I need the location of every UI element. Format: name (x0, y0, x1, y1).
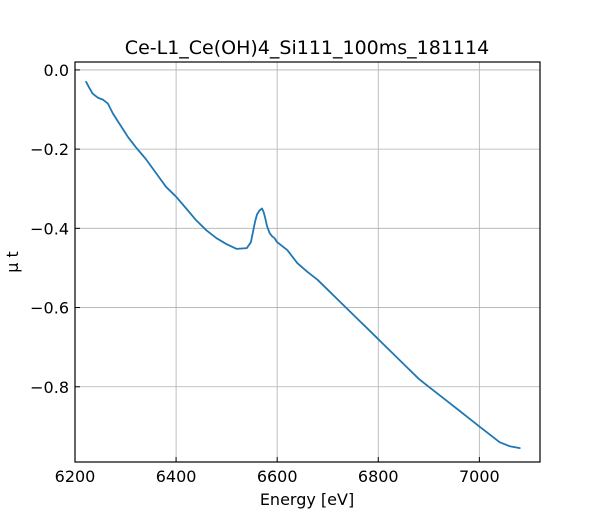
series-line (85, 80, 521, 450)
y-tick-label: −0.4 (30, 219, 69, 238)
x-tick-label: 6200 (55, 467, 96, 486)
plot-frame (74, 61, 541, 463)
series (85, 80, 521, 450)
y-axis-label: μ t (3, 251, 22, 273)
x-tick-label: 7000 (459, 467, 500, 486)
x-tick-label: 6800 (358, 467, 399, 486)
y-tick-label: −0.2 (30, 140, 69, 159)
x-axis-ticks: 6200 6400 6600 6800 7000 (55, 457, 500, 486)
y-tick-label: 0.0 (44, 61, 69, 80)
x-axis-label: Energy [eV] (260, 490, 354, 509)
grid (74, 62, 540, 462)
y-tick-label: −0.6 (30, 299, 69, 318)
y-tick-label: −0.8 (30, 378, 69, 397)
x-tick-label: 6400 (156, 467, 197, 486)
chart-title: Ce-L1_Ce(OH)4_Si111_100ms_181114 (125, 37, 489, 59)
x-tick-label: 6600 (257, 467, 298, 486)
y-axis-ticks: 0.0 −0.2 −0.4 −0.6 −0.8 (30, 61, 80, 397)
